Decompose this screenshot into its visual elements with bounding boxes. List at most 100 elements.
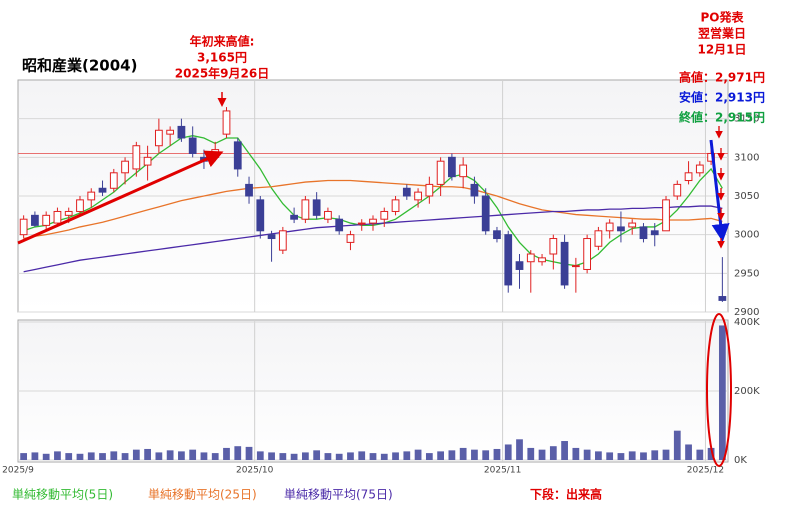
volume-bar: [65, 453, 73, 460]
x-tick-label: 2025/12: [687, 466, 724, 476]
candle-body: [324, 210, 332, 220]
volume-bar: [471, 449, 478, 460]
volume-bar: [245, 446, 253, 460]
candle-body: [188, 137, 197, 154]
candle-body: [571, 265, 580, 268]
candle-body: [493, 230, 501, 240]
trend-arrow: [17, 150, 224, 245]
volume-bar: [132, 449, 140, 460]
volume-bar: [290, 453, 298, 460]
candle-body: [673, 183, 682, 197]
y-tick-label: 3100: [734, 152, 759, 163]
volume-bar: [155, 452, 163, 460]
candle-body: [42, 214, 51, 226]
volume-bar: [166, 450, 174, 460]
volume-bar: [628, 451, 636, 460]
x-tick-label: 2025/10: [236, 466, 274, 476]
volume-bar: [538, 449, 546, 460]
volume-bar: [335, 453, 343, 460]
ma-line: [23, 179, 723, 240]
candle-body: [639, 226, 648, 240]
candle-body: [583, 238, 592, 270]
volume-bar: [234, 446, 242, 460]
y-tick-label: 3000: [734, 230, 759, 241]
volume-bar: [448, 450, 456, 460]
candle-body: [414, 191, 422, 201]
annotation: 年初来高値:: [190, 34, 255, 49]
volume-bar: [561, 441, 568, 460]
volume-note: 下段：出来高: [530, 487, 602, 502]
volume-bar: [279, 453, 287, 460]
candle-body: [312, 199, 321, 216]
candle-body: [256, 199, 265, 232]
candle-body: [233, 141, 242, 170]
annotation: 2025年9月26日: [175, 66, 269, 81]
volume-bar: [313, 450, 321, 460]
volume-bar: [87, 452, 95, 460]
candle-body: [684, 172, 693, 182]
volume-bar: [651, 450, 659, 460]
volume-bar: [302, 452, 309, 460]
volume-bar: [358, 451, 366, 460]
volume-bar: [459, 447, 467, 460]
volume-bar: [482, 450, 490, 460]
annotation: 終値：2,915円: [679, 110, 765, 125]
volume-bar: [414, 449, 422, 460]
candle-body: [718, 296, 727, 301]
volume-bar: [595, 451, 602, 460]
candle-body: [526, 253, 535, 263]
candle-body: [346, 234, 355, 243]
volume-bar: [211, 453, 219, 460]
candle-body: [109, 172, 118, 189]
candle-body: [98, 187, 107, 193]
x-tick-label: 2025/9: [2, 466, 34, 476]
annotation: 安値：2,913円: [679, 90, 765, 105]
candle-body: [31, 214, 39, 226]
candle-body: [448, 156, 456, 178]
y-tick-label: 3150: [734, 114, 759, 125]
candle-body: [504, 234, 513, 286]
candle-body: [154, 129, 163, 147]
candle-body: [245, 183, 253, 197]
candle-body: [662, 199, 670, 232]
volume-bar: [178, 451, 185, 460]
candle-body: [76, 199, 84, 212]
volume-bar: [256, 451, 264, 460]
candle-body: [425, 183, 434, 197]
candle-body: [143, 156, 152, 166]
candle-body: [628, 222, 637, 228]
volume-bar: [583, 449, 591, 460]
volume-bar: [189, 449, 197, 460]
candle-body: [222, 110, 231, 135]
highlight-ellipse: [706, 313, 732, 467]
candle-body: [549, 238, 558, 255]
volume-bar: [707, 447, 715, 460]
y-tick-label: 200K: [734, 386, 760, 397]
legend-entry: 単純移動平均(25日): [148, 488, 257, 502]
legend-entry: 単純移動平均(5日): [12, 488, 113, 502]
candle-body: [278, 230, 287, 251]
candle-body: [166, 129, 175, 135]
volume-bar: [110, 451, 118, 460]
volume-bar: [662, 449, 670, 460]
volume-bar: [392, 452, 399, 460]
volume-bar: [223, 447, 230, 460]
volume-bar: [504, 444, 512, 460]
annotation: 高値：2,971円: [679, 70, 765, 85]
volume-bar: [572, 447, 580, 460]
candle-body: [459, 164, 468, 178]
candle-body: [64, 210, 73, 216]
candle-body: [19, 218, 28, 236]
volume-bar: [324, 453, 332, 460]
candle-body: [402, 187, 411, 197]
annotation: 12月1日: [697, 43, 746, 57]
annotation: 翌営業日: [698, 26, 746, 41]
chart-title: 昭和産業(2004): [22, 57, 137, 75]
candle-body: [357, 222, 366, 225]
candle-body: [695, 164, 704, 174]
candle-body: [470, 183, 479, 197]
volume-bar: [31, 452, 39, 460]
annotation: PO発表: [701, 10, 745, 25]
volume-bar: [42, 453, 50, 460]
